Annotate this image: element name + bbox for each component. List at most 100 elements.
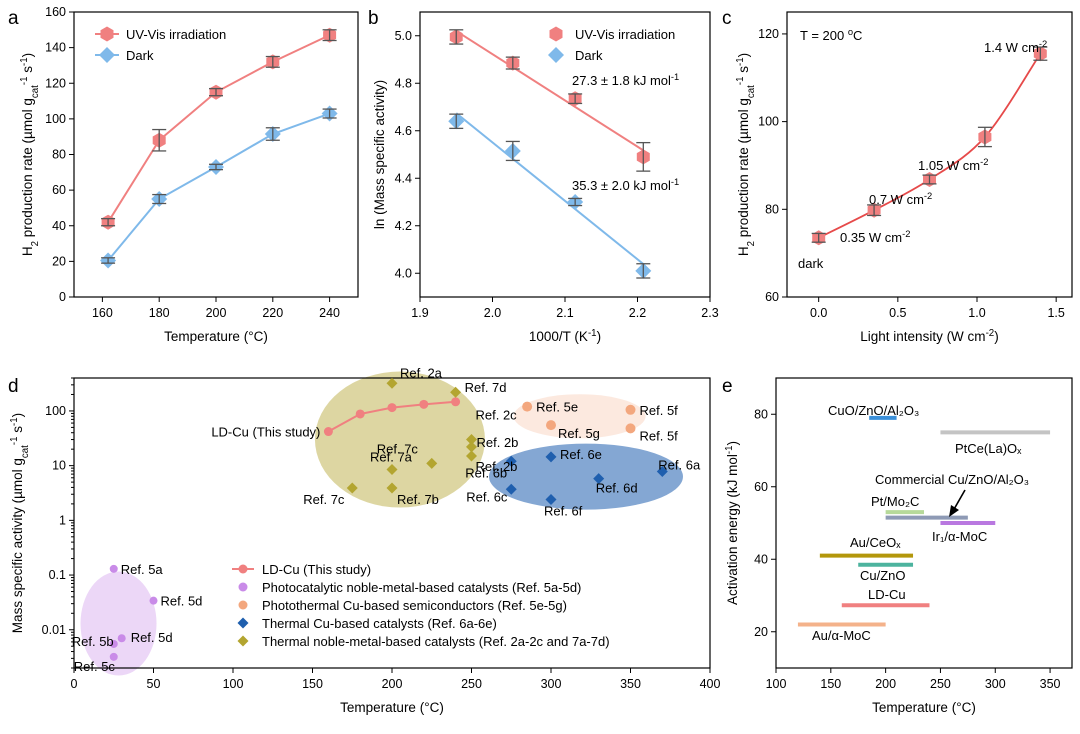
point-label-2-part: 0.7 W cm	[869, 192, 924, 207]
point-label-0-part: dark	[798, 256, 824, 271]
x-tick-label: 200	[382, 677, 403, 691]
y-axis-label-part: Mass specific activity (µmol g	[10, 458, 25, 633]
x-tick-label: 150	[820, 677, 841, 691]
y-axis-label-part: s	[20, 66, 35, 77]
y-axis-label-part: production rate (µmol g	[736, 98, 751, 241]
ref-point	[466, 441, 477, 453]
x-tick-label: 1.0	[968, 306, 985, 320]
legend-marker-dark	[548, 47, 564, 63]
legend-label: Photothermal Cu-based semiconductors (Re…	[262, 598, 567, 613]
range-label: Cu/ZnO	[860, 568, 906, 583]
y-tick-label: 40	[754, 552, 768, 566]
ref-point	[656, 466, 668, 478]
chart-panel-c: c 0.0 0.5 1.0 1.5 60 80 100 120 Light intensity (…	[722, 8, 1073, 344]
activation-energy-dark: 35.3 ± 2.0 kJ mol-1	[572, 177, 679, 193]
y-tick-label: 1	[59, 513, 66, 527]
legend-label-dark: Dark	[126, 48, 154, 63]
x-axis-label: Temperature (°C)	[872, 700, 976, 715]
y-axis-label-part: -1	[735, 57, 746, 66]
y-tick-label: 5.0	[395, 29, 412, 43]
y-tick-label: 80	[52, 148, 66, 162]
y-axis-label-part: cat	[746, 85, 757, 98]
ref-label: Ref. 7a	[370, 450, 413, 465]
y-axis-label-part: cat	[20, 445, 31, 458]
ref-point	[593, 473, 605, 485]
legend-marker-dark	[99, 47, 115, 63]
y-axis-label-part: )	[20, 53, 35, 58]
legend-marker	[237, 617, 249, 629]
ref-label: Ref. 5d	[131, 630, 173, 645]
ref-point	[450, 386, 462, 398]
x-tick-label: 2.2	[629, 306, 646, 320]
x-tick-label: 100	[766, 677, 787, 691]
ld-cu-point	[323, 427, 333, 437]
y-axis-label-part: -1	[735, 77, 746, 86]
range-label: Commercial Cu/ZnO/Al₂O₃	[875, 472, 1029, 487]
y-tick-label: 120	[45, 76, 66, 90]
x-axis-label-part: 1000/T (K	[529, 329, 588, 344]
range-label: LD-Cu	[868, 587, 906, 602]
x-tick-label: 160	[92, 306, 113, 320]
ref-label: Ref. 5c	[74, 659, 116, 674]
condition-label-part: C	[853, 28, 862, 43]
plot-frame	[775, 377, 1073, 669]
range-label: Au/α-MoC	[812, 628, 871, 643]
x-tick-label: 1.9	[411, 306, 428, 320]
y-tick-label: 4.8	[395, 76, 412, 90]
x-axis-label-part: -2	[986, 328, 995, 339]
ref-label: Ref. 2b	[476, 459, 518, 474]
x-axis-label-part: Light intensity (W cm	[860, 329, 985, 344]
legend-marker	[238, 582, 248, 592]
y-tick-label: 20	[52, 254, 66, 268]
ref-label: Ref. 5e	[536, 400, 578, 415]
ref-label: Ref. 7d	[465, 380, 507, 395]
activation-energy-uv-part: -1	[671, 72, 679, 82]
legend-label: Thermal noble-metal-based catalysts (Ref…	[262, 634, 610, 649]
legend-label-dark: Dark	[575, 48, 603, 63]
legend-marker-uv	[549, 26, 563, 42]
x-tick-label: 150	[302, 677, 323, 691]
ref-label: Ref. 6e	[560, 447, 602, 462]
y-axis-label: ln (Mass specific activity)	[372, 80, 387, 229]
y-tick-label: 80	[754, 407, 768, 421]
y-axis-label-part: 2	[746, 241, 757, 246]
range-label: Ir₁/α-MoC	[932, 529, 987, 544]
activation-energy-uv: 27.3 ± 1.8 kJ mol-1	[572, 72, 679, 88]
point-label-4-part: -2	[1039, 39, 1047, 49]
y-axis-label-part: 2	[30, 241, 41, 246]
ref-label: Ref. 5g	[558, 426, 600, 441]
plot-frame	[786, 11, 1073, 298]
ref-point	[117, 634, 126, 643]
ref-point	[426, 457, 438, 469]
y-axis-label-part: s	[736, 66, 751, 77]
y-axis-label: Mass specific activity (µmol gcat-1 s-1)	[9, 413, 31, 633]
fit-curve	[818, 53, 1042, 239]
y-axis-label: H2 production rate (µmol gcat-1 s-1)	[735, 53, 757, 256]
y-axis-label-part: H	[736, 246, 751, 256]
point-label-4-part: 1.4 W cm	[984, 40, 1039, 55]
y-axis-label: Activation energy (kJ mol-1)	[724, 441, 741, 605]
y-axis-label-part: )	[736, 53, 751, 58]
ref-label: Ref. 7b	[397, 492, 439, 507]
x-tick-label: 0	[71, 677, 78, 691]
ref-label: Ref. 7c	[377, 441, 419, 456]
ref-point	[545, 494, 557, 506]
arrow-head	[949, 505, 959, 517]
x-tick-label: 100	[223, 677, 244, 691]
ref-label: Ref. 5d	[161, 594, 203, 609]
ref-point	[109, 652, 118, 661]
y-tick-label: 4.4	[395, 171, 412, 185]
x-tick-label: 300	[985, 677, 1006, 691]
y-tick-label: 60	[765, 290, 779, 304]
cluster-thermal-noble	[314, 371, 485, 508]
panel-letter: d	[8, 376, 19, 397]
ref-label: Ref. 6f	[544, 504, 583, 519]
x-tick-label: 240	[319, 306, 340, 320]
y-axis-label-part: -1	[9, 436, 20, 445]
condition-label-part: T = 200	[800, 28, 848, 43]
point-label-3-part: 1.05 W cm	[918, 158, 980, 173]
y-tick-label: 4.0	[395, 266, 412, 280]
x-tick-label: 180	[149, 306, 170, 320]
y-axis-label-part: Activation energy (kJ mol	[725, 454, 740, 605]
